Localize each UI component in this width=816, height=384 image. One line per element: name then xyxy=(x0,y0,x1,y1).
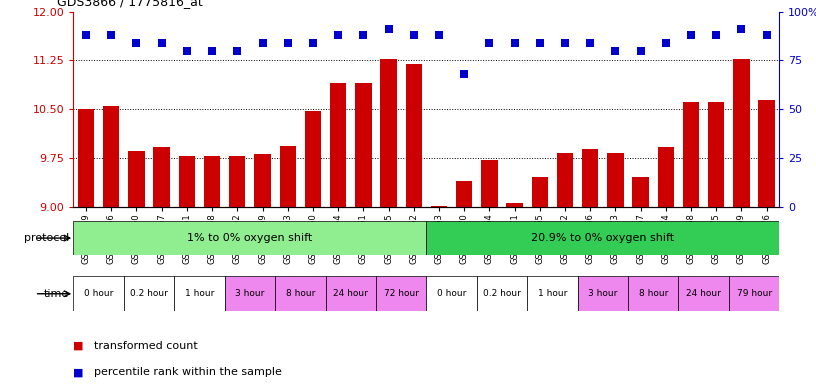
Text: 0.2 hour: 0.2 hour xyxy=(483,289,521,298)
Bar xyxy=(175,276,224,311)
Point xyxy=(331,32,344,38)
Bar xyxy=(658,147,674,207)
Bar xyxy=(124,276,175,311)
Point xyxy=(710,32,723,38)
Point xyxy=(659,40,672,46)
Bar xyxy=(224,276,275,311)
Bar xyxy=(507,203,523,207)
Bar xyxy=(527,276,578,311)
Bar xyxy=(481,161,498,207)
Point xyxy=(282,40,295,46)
Text: protocol: protocol xyxy=(24,233,69,243)
Bar xyxy=(330,83,346,207)
Text: GDS3866 / 1775816_at: GDS3866 / 1775816_at xyxy=(57,0,203,8)
Bar xyxy=(304,111,322,207)
Point xyxy=(685,32,698,38)
Bar xyxy=(103,106,119,207)
Text: 0 hour: 0 hour xyxy=(437,289,466,298)
Bar xyxy=(426,221,779,255)
Text: 3 hour: 3 hour xyxy=(588,289,618,298)
Point xyxy=(155,40,168,46)
Point xyxy=(180,48,193,54)
Bar xyxy=(531,177,548,207)
Bar xyxy=(406,64,422,207)
Bar xyxy=(734,59,750,207)
Bar xyxy=(426,276,477,311)
Bar xyxy=(275,276,326,311)
Text: transformed count: transformed count xyxy=(94,341,197,351)
Point xyxy=(79,32,92,38)
Bar xyxy=(759,99,775,207)
Point xyxy=(382,26,395,32)
Point xyxy=(104,32,118,38)
Text: 1 hour: 1 hour xyxy=(184,289,214,298)
Bar xyxy=(578,276,628,311)
Bar xyxy=(326,276,376,311)
Bar xyxy=(153,147,170,207)
Point xyxy=(761,32,774,38)
Bar xyxy=(280,146,296,207)
Bar xyxy=(73,221,426,255)
Bar xyxy=(204,156,220,207)
Point xyxy=(256,40,269,46)
Bar xyxy=(683,102,699,207)
Text: 1% to 0% oxygen shift: 1% to 0% oxygen shift xyxy=(188,233,313,243)
Point xyxy=(206,48,219,54)
Text: 24 hour: 24 hour xyxy=(333,289,368,298)
Text: 0.2 hour: 0.2 hour xyxy=(130,289,168,298)
Bar xyxy=(632,177,649,207)
Point xyxy=(558,40,571,46)
Point xyxy=(432,32,446,38)
Text: ■: ■ xyxy=(73,341,84,351)
Bar xyxy=(128,151,144,207)
Text: 79 hour: 79 hour xyxy=(737,289,772,298)
Point xyxy=(483,40,496,46)
Bar xyxy=(73,276,124,311)
Text: percentile rank within the sample: percentile rank within the sample xyxy=(94,367,282,377)
Point xyxy=(458,71,471,77)
Bar xyxy=(729,276,779,311)
Bar xyxy=(628,276,678,311)
Bar xyxy=(456,181,472,207)
Point xyxy=(534,40,547,46)
Bar xyxy=(78,109,94,207)
Text: 0 hour: 0 hour xyxy=(84,289,113,298)
Bar xyxy=(380,59,397,207)
Text: 8 hour: 8 hour xyxy=(286,289,315,298)
Point xyxy=(609,48,622,54)
Text: 1 hour: 1 hour xyxy=(538,289,567,298)
Point xyxy=(735,26,748,32)
Point xyxy=(508,40,521,46)
Bar xyxy=(431,206,447,207)
Point xyxy=(130,40,143,46)
Text: 8 hour: 8 hour xyxy=(639,289,668,298)
Point xyxy=(407,32,420,38)
Bar xyxy=(229,156,246,207)
Bar xyxy=(477,276,527,311)
Text: 24 hour: 24 hour xyxy=(686,289,721,298)
Text: time: time xyxy=(44,289,69,299)
Bar xyxy=(678,276,729,311)
Bar xyxy=(255,154,271,207)
Text: 20.9% to 0% oxygen shift: 20.9% to 0% oxygen shift xyxy=(531,233,674,243)
Text: 3 hour: 3 hour xyxy=(235,289,264,298)
Bar xyxy=(582,149,598,207)
Point xyxy=(634,48,647,54)
Point xyxy=(583,40,596,46)
Text: 72 hour: 72 hour xyxy=(384,289,419,298)
Point xyxy=(306,40,319,46)
Point xyxy=(231,48,244,54)
Bar xyxy=(355,83,371,207)
Bar xyxy=(179,156,195,207)
Bar xyxy=(708,102,725,207)
Text: ■: ■ xyxy=(73,367,84,377)
Bar xyxy=(376,276,426,311)
Bar xyxy=(607,152,623,207)
Point xyxy=(357,32,370,38)
Bar xyxy=(557,153,573,207)
